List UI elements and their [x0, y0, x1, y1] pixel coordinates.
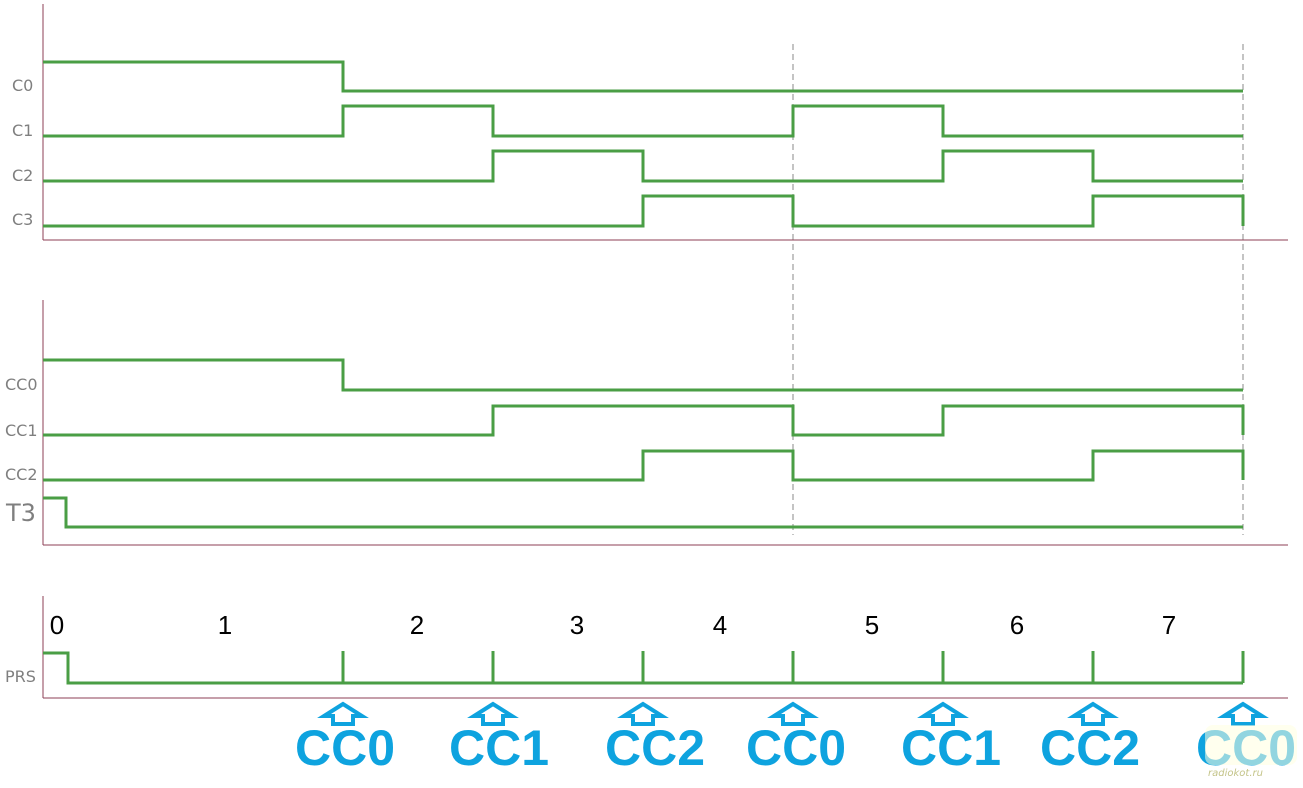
- slot-number: 4: [713, 610, 727, 640]
- waveform-c2: [43, 149, 1243, 183]
- waveform-c0: [43, 60, 1243, 93]
- event-markers: CC0 CC1 CC2 CC0 CC1 CC2 CC0: [295, 701, 1296, 776]
- up-arrow-icon: [767, 701, 819, 726]
- signal-label-cc1: CC1: [5, 421, 38, 440]
- event-marker: CC1: [449, 701, 549, 776]
- event-label: CC2: [605, 720, 705, 776]
- watermark-text: radiokot.ru: [1208, 768, 1263, 779]
- slot-number: 5: [865, 610, 879, 640]
- up-arrow-icon: [617, 701, 669, 726]
- up-arrow-icon: [317, 701, 369, 726]
- event-label: CC0: [295, 720, 395, 776]
- up-arrow-icon: [917, 701, 969, 726]
- up-arrow-icon: [467, 701, 519, 726]
- up-arrow-icon: [1217, 701, 1269, 726]
- event-marker: CC2: [605, 701, 705, 776]
- slot-number: 1: [218, 610, 232, 640]
- watermark: radiokot.ru: [1205, 725, 1297, 779]
- signal-label-prs: PRS: [5, 667, 36, 686]
- signal-label-t3: T3: [5, 499, 36, 527]
- signal-label-c0: C0: [12, 76, 33, 95]
- signal-label-cc2: CC2: [5, 465, 38, 484]
- prs-pulses: [341, 651, 1245, 683]
- waveform-cc0: [43, 358, 1243, 392]
- signal-label-c2: C2: [12, 166, 33, 185]
- event-label: CC2: [1040, 720, 1140, 776]
- event-label: CC1: [901, 720, 1001, 776]
- waveform-prs: [43, 651, 1243, 685]
- signal-label-c1: C1: [12, 121, 33, 140]
- event-marker: CC0: [295, 701, 395, 776]
- event-marker: CC0: [746, 701, 846, 776]
- waveform-c3: [43, 194, 1245, 228]
- waveform-cc2: [43, 449, 1245, 482]
- signal-label-cc0: CC0: [5, 375, 38, 394]
- up-arrow-icon: [1067, 701, 1119, 726]
- watermark-logo: [1205, 725, 1297, 765]
- panel-compare-channels: CC0 CC1 CC2 T3: [5, 300, 1288, 546]
- waveform-c1: [43, 104, 1243, 138]
- panel-prs: PRS 0 1 2 3 4 5 6 7: [5, 596, 1288, 699]
- event-label: CC0: [746, 720, 846, 776]
- slot-number: 3: [570, 610, 584, 640]
- panel-counter-outputs: C0 C1 C2 C3: [12, 4, 1288, 241]
- event-marker: CC1: [901, 701, 1001, 776]
- signal-label-c3: C3: [12, 210, 33, 229]
- waveform-cc1: [43, 404, 1245, 437]
- event-label: CC1: [449, 720, 549, 776]
- slot-number: 6: [1010, 610, 1024, 640]
- event-marker: CC2: [1040, 701, 1140, 776]
- slot-number: 2: [410, 610, 424, 640]
- waveform-t3: [43, 496, 1243, 529]
- slot-number: 0: [50, 610, 64, 640]
- slot-number: 7: [1162, 610, 1176, 640]
